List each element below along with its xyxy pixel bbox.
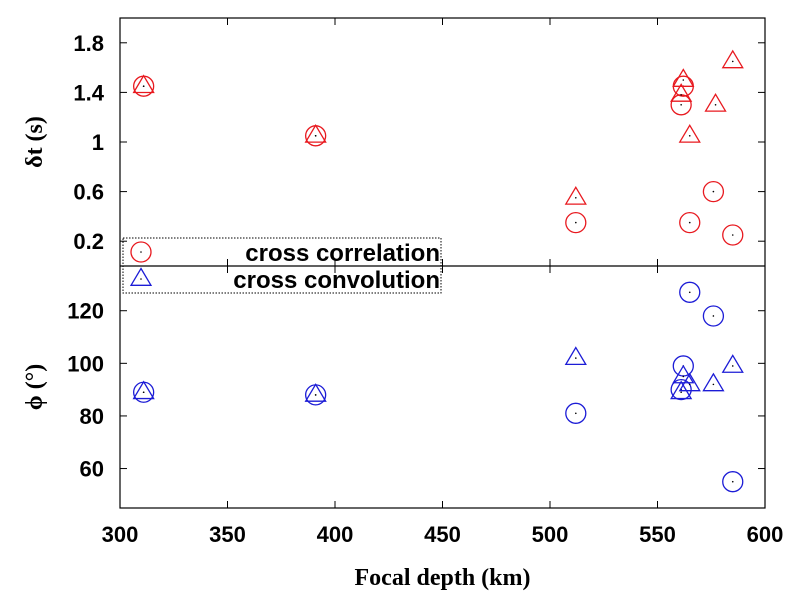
y-tick-label-phi: 120 <box>67 299 104 324</box>
point-triangle-phi <box>564 346 587 366</box>
point-triangle-delta-t <box>672 68 695 87</box>
x-axis-title: Focal depth (km) <box>355 565 531 591</box>
y-tick-label-delta-t: 1.4 <box>73 80 104 105</box>
legend-marker-triangle <box>129 267 153 286</box>
legend-box <box>122 237 442 294</box>
y-axis-title-delta-t: δt (s) <box>22 116 48 168</box>
point-triangle-delta-t <box>132 74 155 94</box>
point-circle-delta-t <box>565 211 587 234</box>
point-circle-delta-t <box>722 224 744 246</box>
point-triangle-delta-t <box>304 124 327 143</box>
point-circle-delta-t <box>679 211 701 234</box>
point-triangle-delta-t <box>678 124 701 143</box>
point-triangle-phi <box>678 372 701 392</box>
y-tick-label-delta-t: 0.2 <box>73 229 104 254</box>
x-tick-label: 400 <box>317 522 354 547</box>
legend-label-cross-convolution: cross convolution <box>233 267 440 294</box>
legend-marker-circle <box>130 241 152 263</box>
y-tick-label-phi: 100 <box>67 351 104 376</box>
point-triangle-phi <box>672 364 695 384</box>
y-tick-label-delta-t: 1.8 <box>73 31 104 56</box>
point-circle-delta-t <box>670 94 692 116</box>
x-tick-label: 450 <box>424 522 461 547</box>
y-tick-label-delta-t: 1 <box>92 130 104 155</box>
point-circle-phi <box>565 402 587 424</box>
panel-delta-t: 0.2 0.6 1 1.4 1.8 <box>73 31 765 254</box>
y-axis-title-phi: ϕ (°) <box>22 364 48 411</box>
point-triangle-delta-t <box>670 83 693 102</box>
point-circle-delta-t <box>702 180 725 203</box>
y-tick-label-delta-t: 0.6 <box>73 180 104 205</box>
x-tick-label: 300 <box>102 522 139 547</box>
point-circle-phi <box>702 305 725 327</box>
y-tick-label-phi: 60 <box>80 457 104 482</box>
point-triangle-phi <box>721 354 744 373</box>
point-circle-phi <box>722 471 744 493</box>
point-circle-phi <box>679 281 701 303</box>
x-tick-label: 350 <box>209 522 246 547</box>
point-triangle-delta-t <box>704 93 727 112</box>
point-triangle-phi <box>702 372 725 392</box>
x-tick-label: 600 <box>747 522 784 547</box>
legend: cross correlation cross convolution <box>122 237 442 294</box>
point-triangle-delta-t <box>721 49 744 69</box>
panel-phi: 60 80 100 120 <box>67 281 765 493</box>
x-axis: 300 350 400 450 500 550 600 <box>102 18 784 547</box>
y-tick-label-phi: 80 <box>80 404 104 429</box>
x-tick-label: 500 <box>532 522 569 547</box>
point-triangle-phi <box>304 383 327 402</box>
legend-label-cross-correlation: cross correlation <box>245 240 440 267</box>
point-triangle-phi <box>132 380 155 400</box>
point-triangle-delta-t <box>564 186 587 205</box>
x-tick-label: 550 <box>639 522 676 547</box>
